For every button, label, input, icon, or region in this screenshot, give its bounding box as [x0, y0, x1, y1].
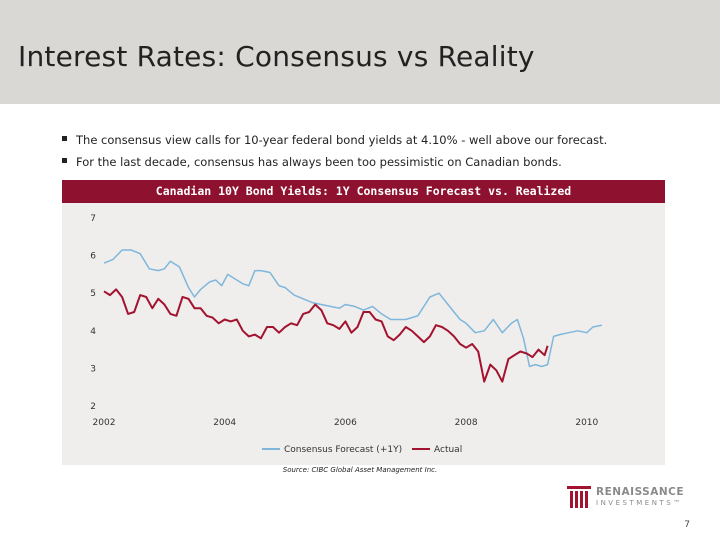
logo-name: RENAISSANCE [596, 486, 685, 498]
bullet-text: The consensus view calls for 10-year fed… [76, 133, 608, 147]
bullet-list: The consensus view calls for 10-year fed… [62, 133, 607, 177]
chart-panel: 2 3 4 5 6 7 2002 2004 2006 2008 2010 Consensus Fo… [62, 203, 665, 465]
x-tick-label: 2006 [334, 418, 357, 428]
y-tick-label: 6 [90, 252, 96, 262]
actual-yield-line [103, 288, 549, 383]
logo-mark-icon [567, 486, 591, 508]
source-note: Source: CIBC Global Asset Management Inc… [282, 466, 438, 474]
logo-subtitle: INVESTMENTS™ [596, 499, 683, 507]
page-number: 7 [684, 520, 690, 530]
slide-title: Interest Rates: Consensus vs Reality [18, 40, 535, 73]
bullet-icon [62, 158, 67, 163]
y-tick-label: 4 [90, 327, 96, 337]
legend-label: Actual [434, 445, 462, 455]
x-tick-label: 2004 [213, 418, 236, 428]
bullet-item: For the last decade, consensus has alway… [62, 155, 607, 169]
x-tick-label: 2002 [93, 418, 116, 428]
consensus-forecast-line [103, 249, 603, 368]
bond-yield-chart: 2 3 4 5 6 7 2002 2004 2006 2008 2010 Consensus Fo… [90, 214, 603, 455]
y-tick-label: 5 [90, 289, 96, 299]
bullet-icon [62, 136, 67, 141]
bullet-text: For the last decade, consensus has alway… [76, 155, 562, 169]
y-tick-label: 3 [90, 364, 96, 374]
title-bar [0, 0, 720, 104]
legend-label: Consensus Forecast (+1Y) [284, 445, 402, 455]
x-tick-label: 2010 [575, 418, 598, 428]
x-tick-label: 2008 [455, 418, 478, 428]
y-tick-label: 2 [90, 402, 96, 412]
bullet-item: The consensus view calls for 10-year fed… [62, 133, 607, 147]
renaissance-logo: RENAISSANCE INVESTMENTS™ [566, 482, 696, 512]
chart-title: Canadian 10Y Bond Yields: 1Y Consensus F… [62, 180, 665, 203]
y-tick-label: 7 [90, 214, 96, 224]
